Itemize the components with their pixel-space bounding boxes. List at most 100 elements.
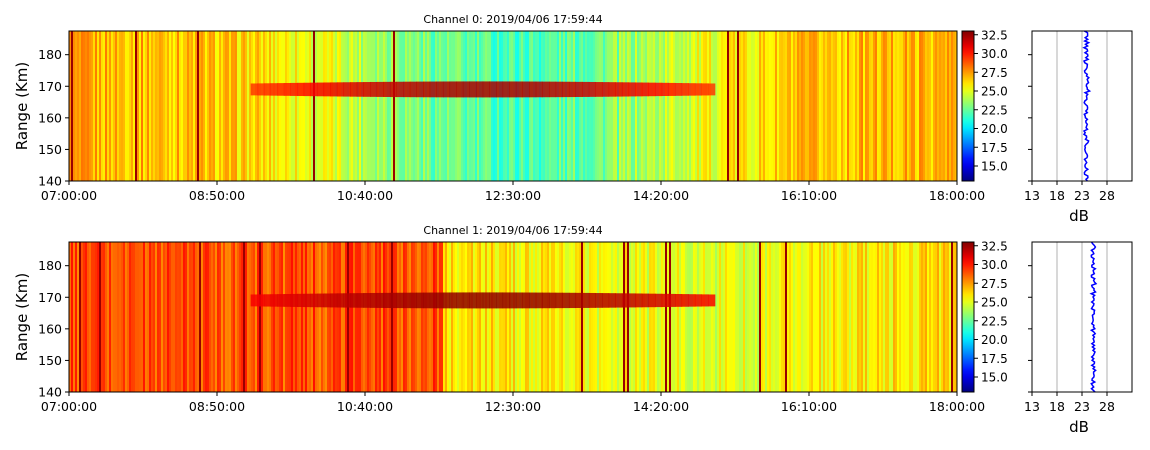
heatmap-column [853,242,856,392]
heatmap-column [401,242,404,392]
heatmap-column [795,31,798,181]
x-tick-label: 12:30:00 [485,188,541,203]
heatmap-column [657,242,660,392]
heatmap-column [757,31,760,181]
heatmap-column [399,242,402,392]
heatmap-column [613,242,616,392]
heatmap-column [343,31,346,181]
heatmap-column [371,242,374,392]
heatmap-column [573,31,576,181]
layer-band-segment [476,292,484,309]
layer-band-segment [330,293,338,308]
heatmap-column [227,31,230,181]
heatmap-column [835,242,838,392]
colorbar-tick-label: 25.0 [981,296,1008,310]
heatmap-column [755,31,758,181]
y-tick-label: 180 [38,47,62,62]
layer-band-segment [409,81,417,98]
heatmap-column [679,31,682,181]
colorbar-tick-label: 22.5 [981,103,1008,117]
heatmap-column [925,31,928,181]
x-tick-label: 16:10:00 [781,188,837,203]
x-tick-label: 08:50:00 [189,188,245,203]
heatmap-column [443,242,446,392]
heatmap-column [603,31,606,181]
heatmap-column [915,31,918,181]
heatmap-column [447,242,450,392]
heatmap-column [563,31,566,181]
heatmap-column [201,242,204,392]
heatmap-column [583,242,586,392]
heatmap-column [69,242,72,392]
heatmap-column [841,242,844,392]
heatmap-column [473,31,476,181]
layer-band-segment [562,292,570,309]
heatmap-column [521,31,524,181]
heatmap-column [633,242,636,392]
layer-band-segment [336,293,344,308]
heatmap-column [451,31,454,181]
heatmap-column [197,31,200,181]
heatmap-column [259,31,262,181]
heatmap-column [285,31,288,181]
profile-line [1082,30,1092,182]
heatmap-column [831,31,834,181]
heatmap-column [89,242,92,392]
heatmap-column [295,242,298,392]
heatmap-column [955,242,958,392]
heatmap-column [509,31,512,181]
heatmap-column [509,242,512,392]
heatmap-column [727,242,730,392]
heatmap-column [733,242,736,392]
profile-x-tick-label: 23 [1074,188,1090,203]
heatmap-column [255,242,258,392]
layer-band-segment [403,81,411,98]
heatmap-column [491,31,494,181]
heatmap-column [897,242,900,392]
heatmap-column [739,242,742,392]
heatmap-column [125,242,128,392]
heatmap-column [321,31,324,181]
layer-band-segment [343,82,351,97]
heatmap-column [723,31,726,181]
layer-band-segment [442,292,451,309]
heatmap-column [619,31,622,181]
layer-band-segment [515,292,524,309]
x-tick-label: 18:00:00 [929,399,985,414]
layer-band-segment [575,292,583,308]
heatmap-column [651,31,654,181]
heatmap-column [163,31,166,181]
heatmap-column [111,242,114,392]
heatmap-column [527,31,530,181]
heatmap-column [939,31,942,181]
heatmap-column [665,242,668,392]
heatmap-column [103,31,106,181]
heatmap-column [327,242,330,392]
heatmap-column [589,242,592,392]
heatmap-column [685,31,688,181]
layer-band-segment [423,81,431,98]
heatmap-column [791,242,794,392]
heatmap-column [639,242,642,392]
heatmap-column [547,242,550,392]
heatmap-column [621,31,624,181]
layer-band-segment [283,294,291,307]
heatmap-column [501,242,504,392]
heatmap-column [683,242,686,392]
layer-band-segment [310,293,318,308]
heatmap-column [623,242,626,392]
layer-band-segment [489,292,497,309]
colorbar-tick-label: 20.0 [981,122,1008,136]
heatmap-column [823,31,826,181]
heatmap-column [291,242,294,392]
heatmap-column [395,242,398,392]
heatmap-column [663,242,666,392]
heatmap-column [299,31,302,181]
heatmap-column [883,31,886,181]
layer-band-segment [502,292,510,309]
heatmap-column [473,242,476,392]
heatmap-column [911,31,914,181]
layer-band-segment [389,292,398,309]
layer-band-segment [350,293,358,308]
layer-band-segment [621,82,630,97]
